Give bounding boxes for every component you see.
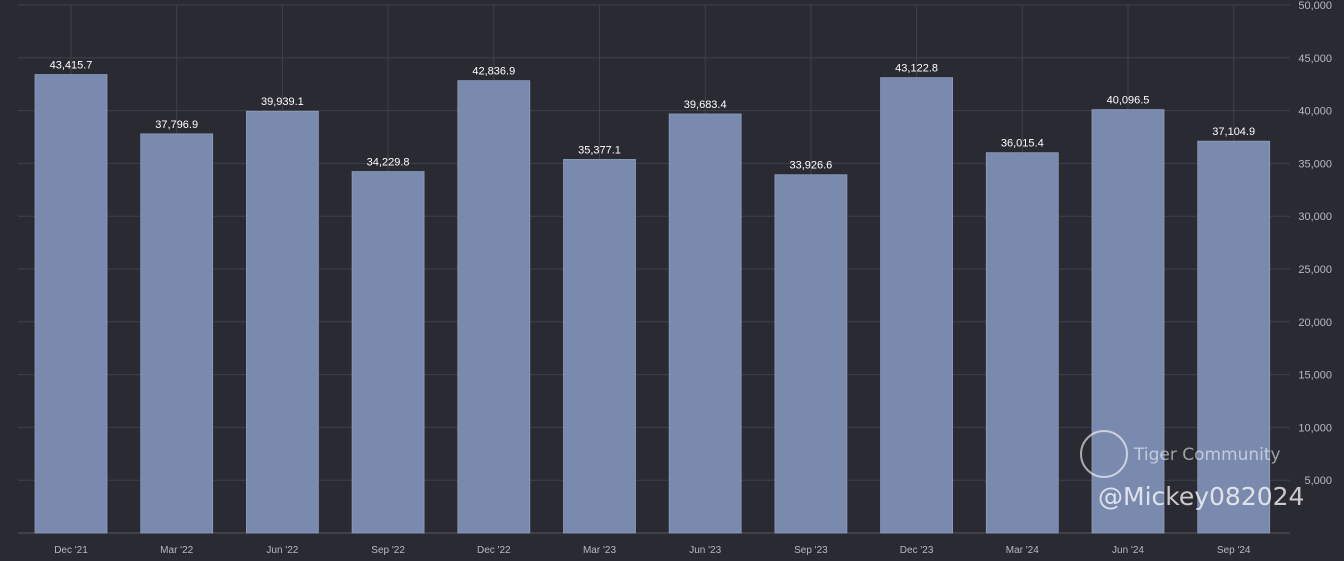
y-tick-label: 30,000: [1298, 211, 1332, 223]
x-tick-label: Jun '22: [266, 545, 298, 556]
x-tick-label: Jun '24: [1112, 545, 1144, 556]
y-tick-label: 15,000: [1298, 370, 1332, 382]
data-label: 37,796.9: [155, 119, 198, 131]
x-tick-label: Mar '22: [160, 545, 193, 556]
bar: [351, 171, 425, 534]
y-tick-label: 25,000: [1298, 264, 1332, 276]
bar: [1197, 140, 1271, 534]
watermark-brand: Tiger Community: [1134, 445, 1281, 465]
x-tick-label: Sep '23: [794, 545, 828, 556]
watermark-user: @Mickey082024: [1098, 482, 1305, 511]
x-tick-label: Dec '21: [54, 545, 88, 556]
bar: [563, 159, 636, 534]
data-label: 39,683.4: [684, 99, 727, 111]
y-tick-label: 20,000: [1298, 317, 1332, 329]
bar: [34, 74, 108, 534]
x-tick-label: Jun '23: [689, 545, 721, 556]
y-tick-label: 50,000: [1298, 0, 1332, 12]
bar: [985, 152, 1059, 534]
bar: [140, 133, 214, 534]
tiger-logo-icon: [1080, 430, 1128, 478]
y-tick-label: 45,000: [1298, 53, 1332, 65]
x-tick-label: Sep '22: [371, 545, 405, 556]
data-label: 35,377.1: [578, 144, 621, 156]
data-label: 33,926.6: [789, 160, 832, 172]
bar: [880, 77, 953, 534]
x-tick-label: Mar '23: [583, 545, 616, 556]
x-tick-label: Sep '24: [1217, 545, 1251, 556]
bar: [457, 80, 531, 534]
data-label: 39,939.1: [261, 96, 304, 108]
y-tick-label: 40,000: [1298, 106, 1332, 118]
bar: [774, 174, 848, 534]
x-tick-label: Mar '24: [1006, 545, 1039, 556]
data-label: 37,104.9: [1212, 126, 1255, 138]
y-tick-label: 5,000: [1304, 475, 1332, 487]
y-tick-label: 35,000: [1298, 158, 1332, 170]
bar: [668, 113, 742, 534]
data-label: 42,836.9: [472, 66, 515, 78]
data-label: 43,415.7: [50, 60, 93, 72]
data-label: 43,122.8: [895, 63, 938, 75]
y-tick-label: 10,000: [1298, 422, 1332, 434]
data-label: 36,015.4: [1001, 138, 1044, 150]
data-label: 40,096.5: [1107, 95, 1150, 107]
x-tick-label: Dec '23: [900, 545, 934, 556]
data-label: 34,229.8: [367, 157, 410, 169]
bar: [245, 110, 319, 534]
x-tick-label: Dec '22: [477, 545, 511, 556]
